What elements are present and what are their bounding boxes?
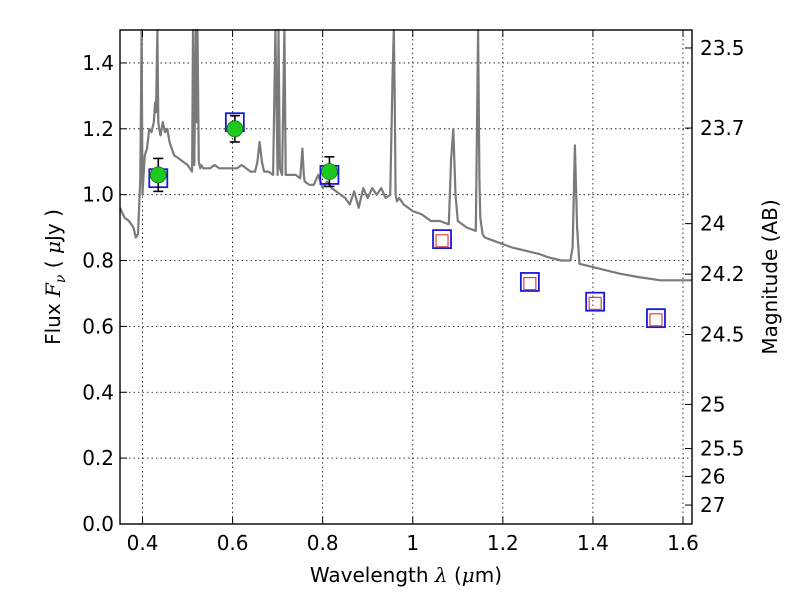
y2-tick-label: 23.7 [700,116,745,140]
model-spectrum-layer [118,28,692,282]
x-tick-label: 1 [406,531,419,555]
y-tick-label: 1.2 [82,117,114,141]
predicted-square [435,234,449,248]
observed-point [321,163,338,181]
axis-ticks [120,30,692,525]
x-axis-title: Wavelength λ (μm) [310,563,502,587]
model-spectrum-line [118,28,692,282]
x-tick-label: 1.2 [487,531,519,555]
predicted-square [649,313,663,327]
y-tick-label: 0.0 [82,512,114,536]
y-tick-label: 0.8 [82,249,114,273]
x-tick-label: 0.8 [307,531,339,555]
y2-tick-label: 24 [700,212,725,236]
grid [120,30,692,525]
y-tick-label: 1.4 [82,51,114,75]
plot-frame [119,29,693,525]
y-tick-label: 0.4 [82,380,114,404]
y-axis-title: Flux Fν ( μJy ) [41,209,69,345]
x-tick-label: 1.4 [577,531,609,555]
y-tick-label: 1.0 [82,183,114,207]
y2-tick-label: 25 [700,392,725,416]
y2-tick-label: 23.5 [700,36,745,60]
model-photometry-square [432,229,452,250]
observed-point [226,120,244,138]
y2-tick-label: 27 [700,493,725,517]
x-tick-label: 0.4 [127,531,159,555]
model-photometry-square [585,291,606,312]
observed-point [149,166,167,184]
x-tick-label: 0.6 [217,531,249,555]
y-tick-label: 0.2 [82,446,114,470]
y2-tick-label: 25.5 [700,437,745,461]
predicted-square [523,276,537,291]
model-photometry-square [519,272,540,292]
y2-tick-label: 24.2 [700,262,745,286]
x-tick-label: 1.6 [667,531,699,555]
predicted-square [588,296,602,310]
y2-tick-label: 24.5 [700,322,745,346]
model-photometry-square [646,308,666,329]
y2-tick-label: 26 [700,464,725,488]
y2-axis-title: Magnitude (AB) [758,199,782,354]
tick-labels: 0.4 0.6 0.8 1 1.2 1.4 1.6 0.0 0.2 0.4 0.6 0.8 1.0 1.2… [82,36,744,555]
y-tick-label: 0.6 [82,314,114,338]
data-points-layer [148,112,666,329]
